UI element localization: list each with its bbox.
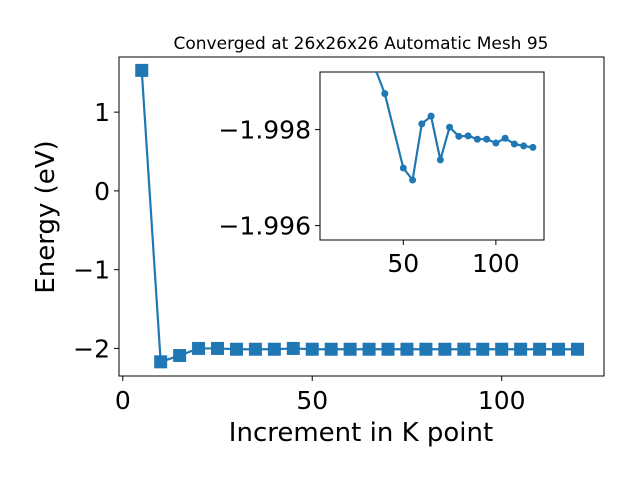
main-y-tick-label: −1 <box>73 256 110 285</box>
main-data-point <box>173 349 187 363</box>
main-data-point <box>267 342 281 356</box>
main-data-point <box>457 342 471 356</box>
inset-y-ticks: −1.998 −1.996 <box>218 116 320 241</box>
inset-data-point <box>381 90 389 98</box>
inset-data-point <box>492 139 500 147</box>
main-data-point <box>154 355 168 369</box>
main-data-point <box>514 342 528 356</box>
inset-data-point <box>464 132 472 140</box>
main-data-point <box>343 342 357 356</box>
main-data-point <box>552 342 566 356</box>
main-series <box>135 63 584 369</box>
main-data-point <box>305 342 319 356</box>
main-data-point <box>192 341 206 355</box>
inset-data-point <box>446 123 454 131</box>
main-x-ticks: 0 50 100 <box>115 376 526 415</box>
main-y-axis-label: Energy (eV) <box>31 140 61 293</box>
main-data-point <box>286 341 300 355</box>
main-data-point <box>570 342 584 356</box>
inset-x-ticks: 50 100 <box>387 240 520 278</box>
inset-data-point <box>501 134 509 142</box>
inset-data-point <box>427 112 435 120</box>
main-data-point <box>381 342 395 356</box>
inset-y-tick-label: −1.998 <box>218 116 311 145</box>
main-data-point <box>248 342 262 356</box>
main-data-point <box>419 342 433 356</box>
inset-y-tick-label: −1.996 <box>218 212 311 241</box>
inset-data-point <box>418 120 426 128</box>
main-data-point <box>324 342 338 356</box>
inset-plot-frame <box>319 71 545 241</box>
main-y-tick-label: 1 <box>94 98 110 127</box>
inset-data-point <box>455 132 463 140</box>
inset-data-point <box>510 140 518 148</box>
main-x-axis-label: Increment in K point <box>229 418 493 448</box>
inset-series-group <box>372 72 537 184</box>
main-y-tick-label: −2 <box>73 334 110 363</box>
inset-series <box>372 72 537 184</box>
main-data-point <box>476 342 490 356</box>
inset-x-tick-label: 50 <box>387 249 419 278</box>
inset-data-point <box>372 72 379 74</box>
inset-data-point <box>409 176 417 184</box>
inset-data-point <box>529 143 537 151</box>
main-y-tick-label: 0 <box>94 177 110 206</box>
main-x-tick-label: 0 <box>115 386 131 415</box>
inset-plot: 50 100 −1.998 −1.996 <box>218 71 545 278</box>
main-title: Converged at 26x26x26 Automatic Mesh 95 <box>174 34 549 54</box>
main-data-point <box>229 342 243 356</box>
main-series-group <box>135 63 584 369</box>
inset-data-point <box>520 142 528 150</box>
inset-data-point <box>436 156 444 164</box>
main-x-tick-label: 100 <box>478 386 526 415</box>
inset-data-point <box>399 164 407 172</box>
main-data-point <box>438 342 452 356</box>
main-y-ticks: −2 −1 0 1 <box>73 98 119 363</box>
main-data-point <box>362 342 376 356</box>
main-data-point <box>135 63 149 77</box>
main-data-point <box>400 342 414 356</box>
main-data-point <box>533 342 547 356</box>
inset-x-tick-label: 100 <box>472 249 520 278</box>
inset-data-point <box>483 135 491 143</box>
main-data-point <box>211 341 225 355</box>
main-data-point <box>495 342 509 356</box>
inset-data-point <box>473 135 481 143</box>
main-x-tick-label: 50 <box>296 386 328 415</box>
